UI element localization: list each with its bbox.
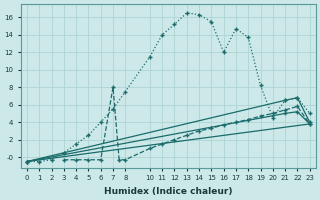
X-axis label: Humidex (Indice chaleur): Humidex (Indice chaleur) <box>104 187 233 196</box>
